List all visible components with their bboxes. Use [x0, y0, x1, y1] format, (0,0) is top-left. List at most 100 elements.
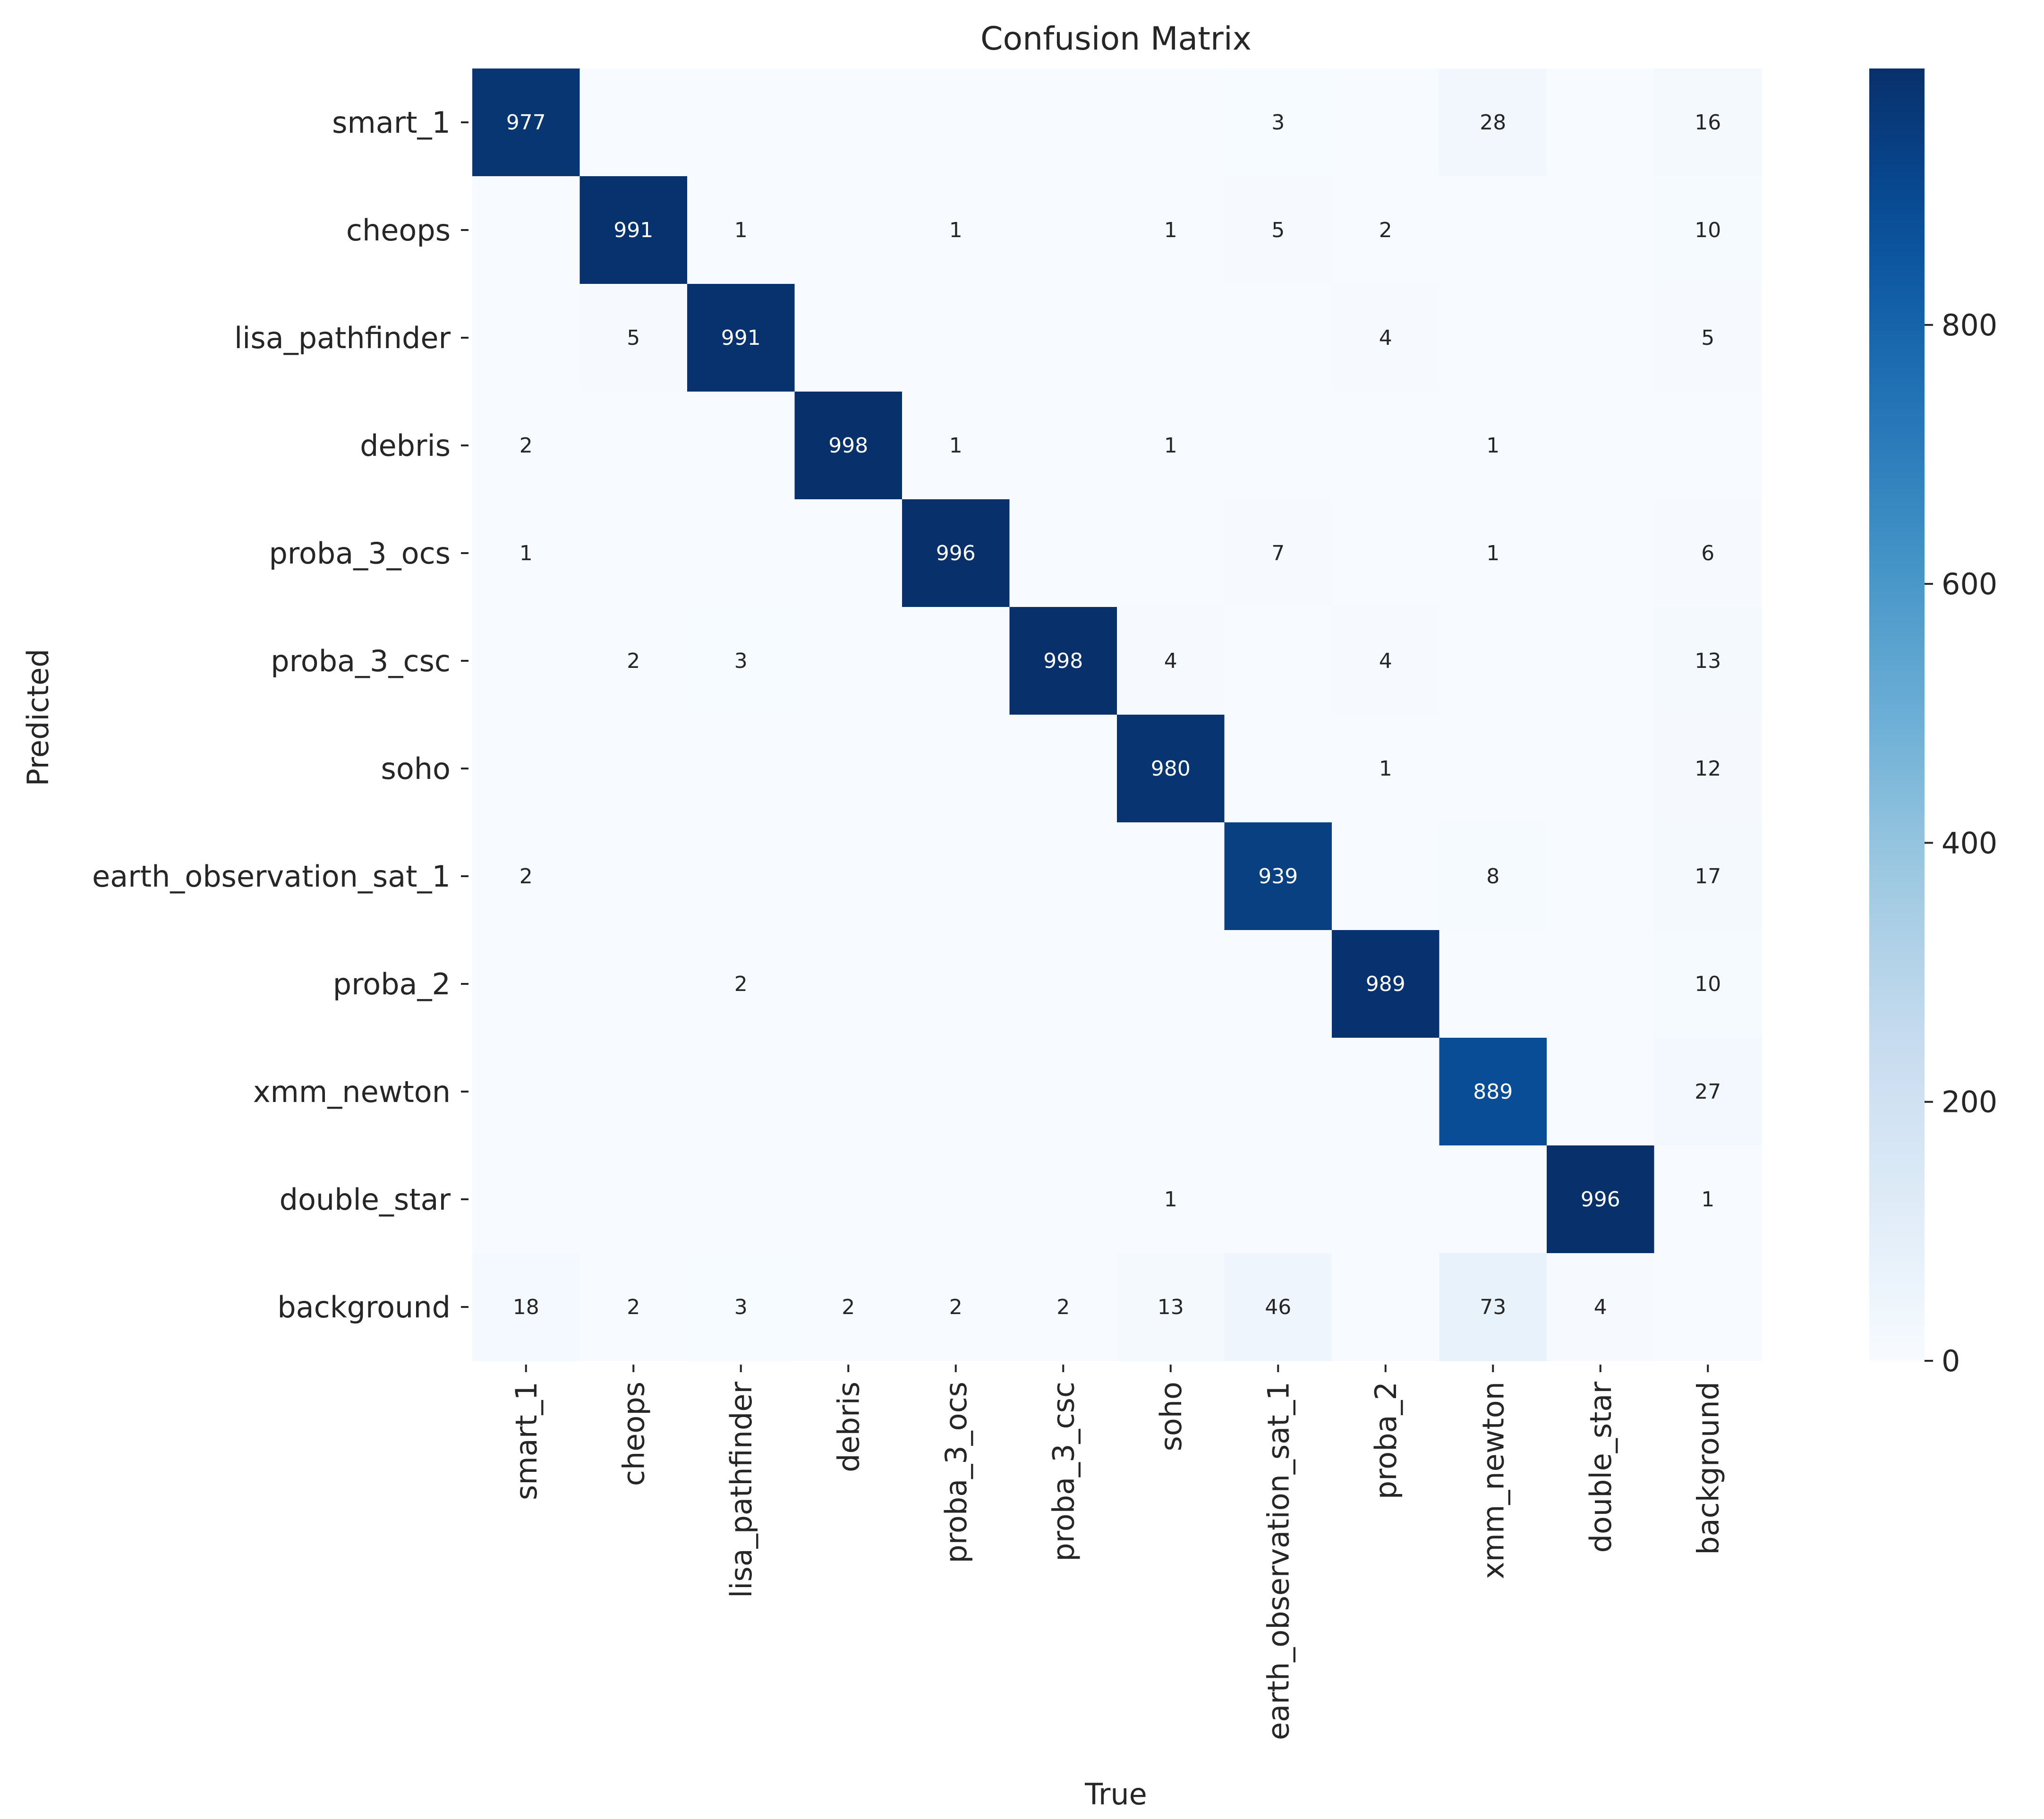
heatmap-cell: [472, 499, 580, 607]
heatmap-cell: [902, 1145, 1010, 1254]
heatmap-cell: [902, 284, 1010, 392]
heatmap-cell: [579, 715, 688, 823]
heatmap-cell: [579, 930, 688, 1038]
heatmap-cell: [1547, 68, 1655, 177]
heatmap-cell-value: 46: [1265, 1295, 1291, 1319]
x-tick-label: proba_3_ocs: [939, 1382, 973, 1563]
heatmap-cell: [902, 822, 1010, 931]
heatmap-cell-value: 6: [1701, 541, 1714, 565]
x-tick-label: earth_observation_sat_1: [1261, 1382, 1295, 1740]
heatmap-cell: [1224, 284, 1332, 392]
heatmap-cell-value: 1: [949, 434, 962, 458]
heatmap-cell-value: 3: [1271, 111, 1285, 135]
heatmap-cell: [579, 1145, 688, 1254]
heatmap-cell: [1654, 499, 1762, 607]
y-tick-label: debris: [360, 428, 451, 463]
heatmap-cell: [1654, 822, 1762, 931]
heatmap-cell: [902, 499, 1010, 607]
heatmap-cell: [794, 715, 903, 823]
heatmap-cell: [579, 822, 688, 931]
y-tick-label: cheops: [346, 213, 451, 248]
heatmap-cell: [579, 392, 688, 500]
heatmap-cell: [687, 68, 795, 177]
heatmap-cell: [687, 499, 795, 607]
x-axis: smart_1 cheops lisa_pathfinder debris proba_…: [509, 1365, 1725, 1740]
heatmap-cell: [1009, 499, 1117, 607]
heatmap-cell: [1117, 1145, 1225, 1254]
heatmap-cell-value: 1: [520, 541, 533, 565]
heatmap-cell: [687, 822, 795, 931]
heatmap-cell-value: 4: [1379, 649, 1392, 673]
heatmap-cell-value: 1: [1379, 757, 1392, 781]
heatmap-cell: [687, 176, 795, 284]
heatmap-cell: [1439, 284, 1547, 392]
heatmap-cell: [1117, 1253, 1225, 1361]
heatmap-cell: [1654, 284, 1762, 392]
y-tick-label: double_star: [280, 1182, 451, 1217]
heatmap-cell: [1332, 284, 1440, 392]
heatmap-cell: [1654, 607, 1762, 715]
heatmap-cell-value: 1: [1486, 541, 1499, 565]
heatmap-cell: [794, 284, 903, 392]
heatmap-cell: [1332, 499, 1440, 607]
y-tick-label: background: [277, 1290, 451, 1324]
heatmap-cell: [794, 176, 903, 284]
heatmap-cell: [1009, 822, 1117, 931]
heatmap-cell-value: 991: [613, 218, 653, 242]
heatmap-cell: [1439, 68, 1547, 177]
heatmap-cell-value: 5: [627, 326, 640, 350]
heatmap-cell: [472, 284, 580, 392]
colorbar-tick-label: 600: [1942, 567, 1997, 601]
heatmap-cell: [794, 822, 903, 931]
heatmap-cell: [1547, 1038, 1655, 1146]
heatmap-cell: [1654, 930, 1762, 1038]
heatmap-cell: [472, 930, 580, 1038]
heatmap-cell: [1654, 1253, 1762, 1361]
heatmap-cell: [1332, 715, 1440, 823]
heatmap-cell-value: 3: [734, 649, 748, 673]
heatmap-cell: [1009, 1253, 1117, 1361]
heatmap-cell-value: 13: [1158, 1295, 1184, 1319]
heatmap-cell: [1009, 715, 1117, 823]
heatmap-cell: [794, 1038, 903, 1146]
heatmap-cell: [1439, 607, 1547, 715]
heatmap-cell-value: 2: [627, 1295, 640, 1319]
heatmap-cell-value: 4: [1379, 326, 1392, 350]
heatmap-cell-value: 10: [1695, 218, 1721, 242]
heatmap-cell: [472, 68, 580, 177]
heatmap-cell: [687, 715, 795, 823]
heatmap-cell: [1117, 1038, 1225, 1146]
heatmap-cell: [1654, 1145, 1762, 1254]
colorbar-tick-label: 400: [1942, 826, 1997, 860]
heatmap-cell-value: 1: [1164, 434, 1177, 458]
heatmap-cell: [1009, 392, 1117, 500]
heatmap-cell: [794, 930, 903, 1038]
heatmap-cell: [1332, 1038, 1440, 1146]
heatmap-cell: [579, 499, 688, 607]
colorbar-tick-label: 0: [1942, 1344, 1960, 1378]
heatmap-cell: [1439, 1038, 1547, 1146]
chart-title: Confusion Matrix: [980, 20, 1252, 58]
heatmap-cell: [687, 284, 795, 392]
heatmap-cell: [1117, 930, 1225, 1038]
heatmap-cell-value: 2: [520, 434, 533, 458]
heatmap-cell: [1547, 392, 1655, 500]
heatmap-cell: [472, 1253, 580, 1361]
heatmap-cell: [902, 1038, 1010, 1146]
x-tick-label: xmm_newton: [1476, 1382, 1510, 1579]
heatmap-cell-value: 5: [1271, 218, 1285, 242]
heatmap-cell: [1439, 715, 1547, 823]
heatmap-cell-value: 5: [1701, 326, 1714, 350]
heatmap-cell-value: 17: [1695, 864, 1721, 888]
heatmap-cell-value: 996: [1581, 1187, 1620, 1212]
heatmap-cell: [1439, 176, 1547, 284]
heatmap-cell: [472, 715, 580, 823]
heatmap-cell-value: 2: [627, 649, 640, 673]
heatmap-cell: [1547, 176, 1655, 284]
heatmap-cell: [1332, 392, 1440, 500]
heatmap-cell: [1117, 715, 1225, 823]
heatmap-cell: [1332, 930, 1440, 1038]
heatmap-cell-value: 27: [1695, 1080, 1721, 1104]
heatmap-cell: [1117, 499, 1225, 607]
